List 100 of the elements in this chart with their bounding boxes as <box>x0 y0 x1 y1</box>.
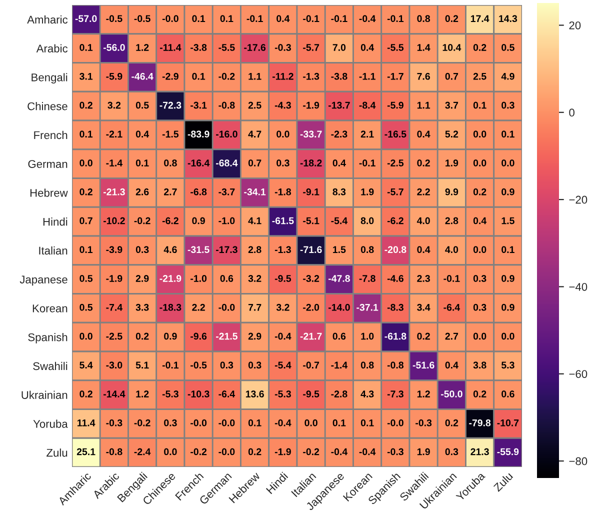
data-label: -0.0 <box>218 419 235 426</box>
data-label: 17.4 <box>470 15 490 22</box>
data-label: 3.1 <box>80 72 93 80</box>
data-label: 0.1 <box>502 246 514 254</box>
data-label: -71.6 <box>300 246 322 254</box>
data-label: -56.0 <box>103 44 125 51</box>
data-label: -0.0 <box>190 419 207 426</box>
data-label: -0.2 <box>134 419 150 426</box>
data-label: 0.0 <box>304 419 318 426</box>
data-label: -2.9 <box>162 72 178 80</box>
data-label: -21.3 <box>103 188 125 196</box>
data-label: 4.3 <box>360 390 374 398</box>
data-label: -3.8 <box>190 44 207 51</box>
data-label: -6.4 <box>218 390 236 398</box>
data-label: 0.2 <box>445 15 458 22</box>
data-label: -7.4 <box>106 304 123 311</box>
data-label: 0.3 <box>276 160 290 166</box>
data-label: 0.3 <box>164 419 177 426</box>
data-label: 0.4 <box>360 44 374 51</box>
data-label: 0.3 <box>136 246 149 254</box>
data-label: 0.2 <box>445 419 458 426</box>
data-label: -0.0 <box>162 15 178 22</box>
data-label: 0.0 <box>473 160 486 166</box>
y-tick-label: Swahili <box>33 362 68 370</box>
data-label: -8.3 <box>387 304 404 311</box>
data-label: 0.7 <box>80 217 92 224</box>
y-tick-label: Bengali <box>32 73 68 84</box>
data-label: -72.3 <box>160 102 182 109</box>
data-label: -10.3 <box>188 390 210 398</box>
data-label: -21.5 <box>216 332 238 340</box>
data-label: -0.3 <box>274 44 291 51</box>
data-label: -13.7 <box>328 102 350 109</box>
data-label: -0.3 <box>416 419 432 426</box>
data-label: 0.9 <box>502 275 514 282</box>
data-label: -79.8 <box>469 419 491 426</box>
data-label: 0.5 <box>80 304 93 311</box>
data-label: 0.2 <box>473 44 486 51</box>
data-label: 7.6 <box>417 72 430 80</box>
data-label: -4.6 <box>387 275 404 282</box>
data-label: 0.5 <box>502 44 514 51</box>
data-label: 0.7 <box>445 72 458 80</box>
data-label: 8.0 <box>360 217 374 224</box>
data-label: -1.5 <box>162 130 179 138</box>
y-tick-label: Spanish <box>28 333 68 344</box>
data-label: -50.0 <box>440 390 462 398</box>
data-label: 0.0 <box>276 130 290 138</box>
data-label: -5.1 <box>303 217 320 224</box>
y-tick-label: Ukrainian <box>22 390 68 399</box>
data-label: -46.4 <box>132 72 154 80</box>
data-label: -1.8 <box>274 188 292 196</box>
data-label: -16.4 <box>188 160 210 166</box>
data-label: 5.2 <box>445 130 458 138</box>
data-label: -61.8 <box>384 332 406 340</box>
data-label: -0.1 <box>246 15 263 22</box>
data-label: -7.3 <box>387 390 404 398</box>
color-bar-label: −80 <box>569 457 588 466</box>
data-label: -5.3 <box>162 390 178 398</box>
data-label: 8.3 <box>332 188 346 196</box>
data-label: 0.9 <box>164 332 177 340</box>
data-label: -1.4 <box>106 160 123 166</box>
data-label: 0.5 <box>80 275 93 282</box>
data-label: 2.7 <box>445 332 458 340</box>
data-label: 3.8 <box>473 362 486 369</box>
data-label: -21.9 <box>160 275 182 282</box>
data-label: -68.4 <box>216 160 238 166</box>
data-label: 5.1 <box>136 362 149 369</box>
data-label: 0.9 <box>502 304 514 311</box>
data-label: 2.8 <box>248 246 262 254</box>
data-label: -2.5 <box>106 332 122 340</box>
color-bar-label: −60 <box>569 370 588 378</box>
y-tick-label: Korean <box>32 304 68 312</box>
data-label: -34.1 <box>244 188 266 196</box>
data-label: -1.9 <box>274 448 291 456</box>
data-label: 0.2 <box>473 188 486 196</box>
data-label: -3.0 <box>106 362 122 369</box>
data-label: -0.8 <box>218 102 235 109</box>
data-label: 0.1 <box>332 419 346 426</box>
data-label: -57.0 <box>75 15 97 22</box>
data-label: 0.8 <box>360 362 374 369</box>
data-label: 3.3 <box>136 304 149 311</box>
y-tick-label: Hebrew <box>30 188 68 197</box>
data-label: 0.3 <box>220 362 234 369</box>
data-label: 4.6 <box>164 246 177 254</box>
data-label: 9.9 <box>445 188 458 196</box>
data-label: 0.3 <box>445 448 458 456</box>
data-label: -10.2 <box>103 217 125 224</box>
data-label: -0.2 <box>134 217 150 224</box>
data-label: 0.1 <box>80 246 93 254</box>
data-label: -6.4 <box>444 304 460 311</box>
data-label: 3.2 <box>108 102 121 109</box>
data-label: 0.3 <box>502 102 514 109</box>
y-tick-label: Hindi <box>43 218 68 226</box>
data-label: -1.7 <box>387 73 404 80</box>
data-label: -3.2 <box>303 275 320 282</box>
data-label: 3.4 <box>417 304 430 311</box>
data-label: -1.9 <box>106 275 122 282</box>
data-label: 7.7 <box>248 304 262 311</box>
data-label: 1.1 <box>248 73 262 80</box>
y-tick-label: Chinese <box>28 102 68 110</box>
data-label: -0.4 <box>331 448 348 456</box>
